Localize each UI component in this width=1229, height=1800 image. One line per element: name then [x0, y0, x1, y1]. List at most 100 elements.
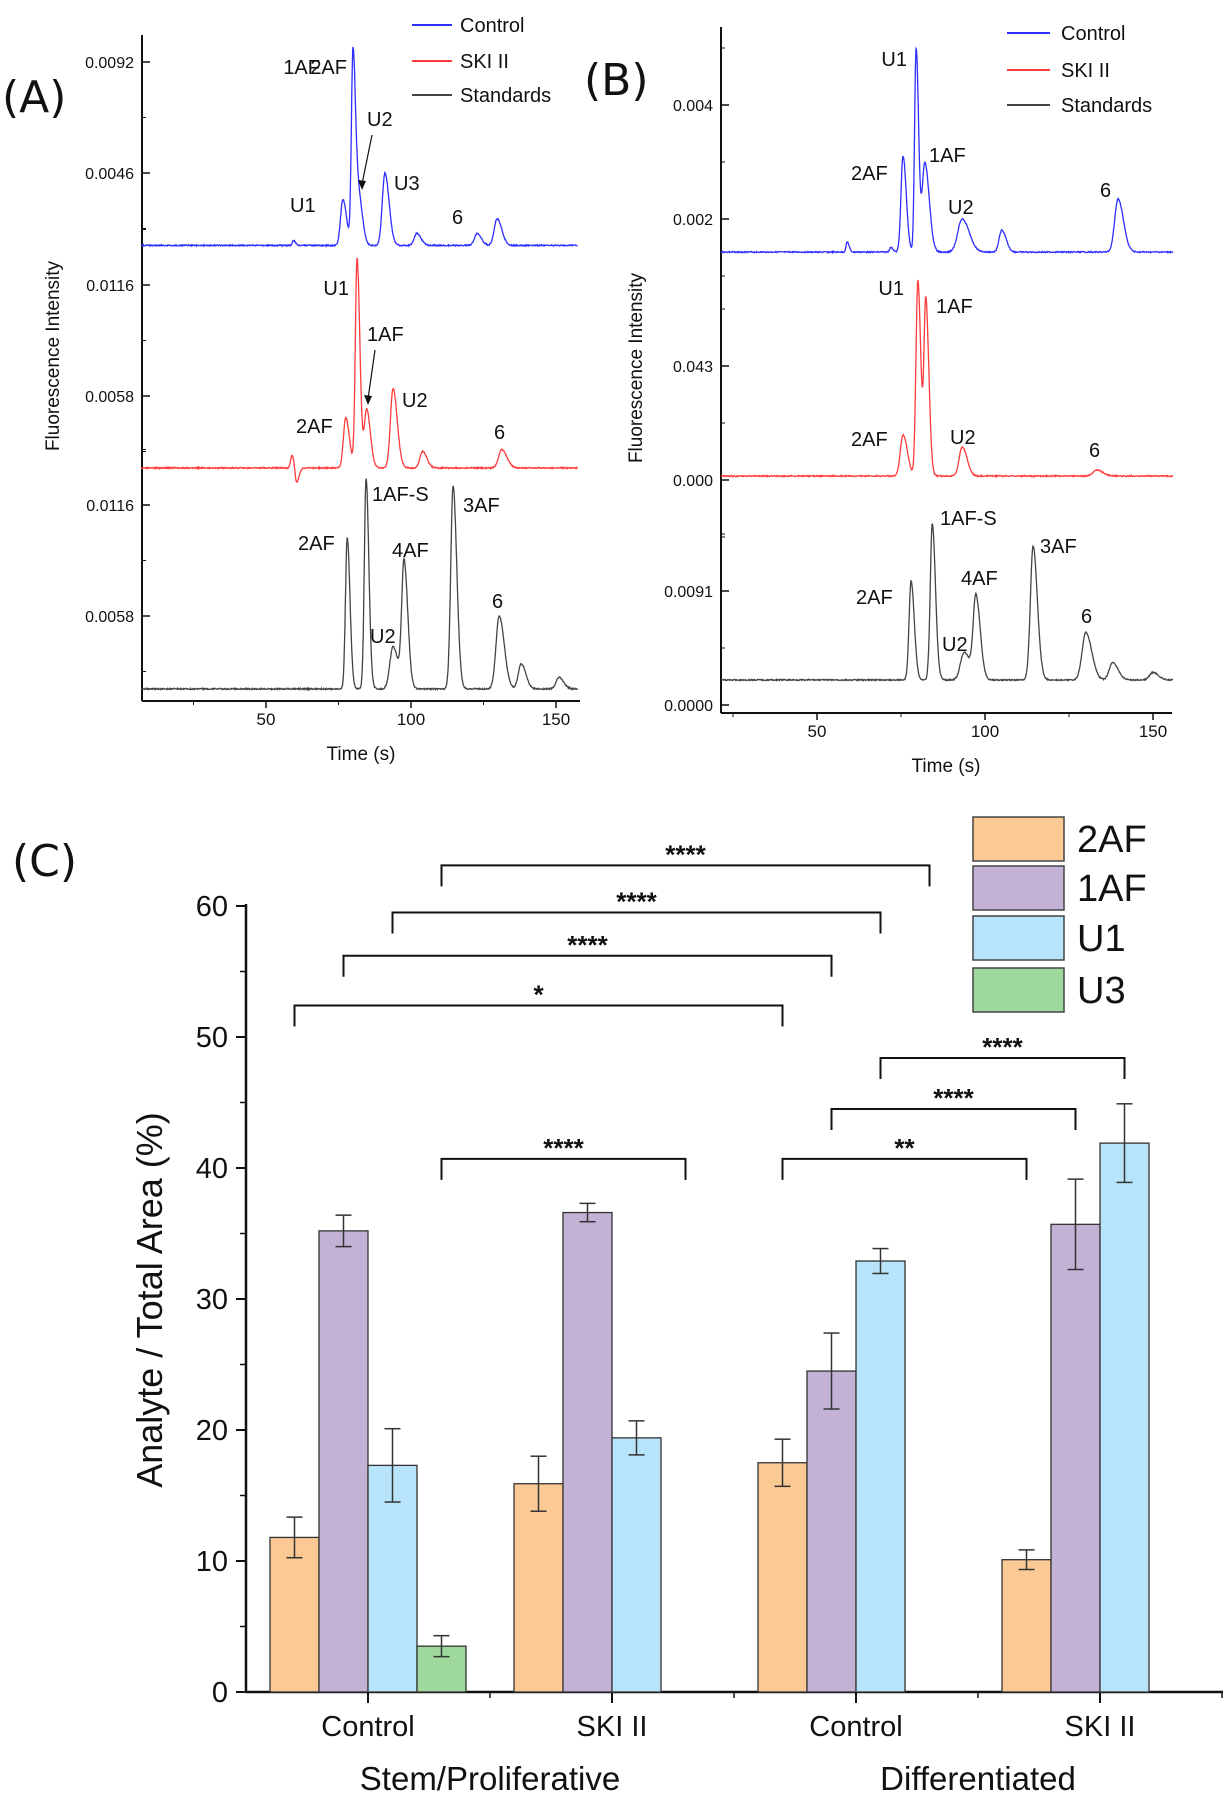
peak-label: 1AF-S — [372, 484, 429, 506]
peak-label: U2 — [950, 427, 976, 449]
legend-label: 1AF — [1077, 868, 1147, 910]
legend-label: Standards — [1061, 95, 1152, 117]
y-tick-label: 0.0046 — [85, 166, 134, 183]
x-tick-label: 100 — [397, 710, 425, 729]
significance-bracket — [293, 1004, 784, 1027]
y-tick-label: 20 — [196, 1415, 228, 1447]
y-axis-title: Fluorescence Intensity — [43, 260, 64, 451]
arrow-head-icon — [364, 395, 372, 405]
panel-label: (A) — [2, 72, 66, 123]
category-label: SKI II — [577, 1711, 648, 1743]
legend-label: SKI II — [1061, 60, 1110, 82]
peak-label: U2 — [948, 197, 974, 219]
trace-standards — [720, 523, 1173, 683]
y-tick-label: 0.0116 — [86, 498, 134, 515]
peak-label: U2 — [370, 626, 396, 648]
significance-bracket — [391, 911, 882, 934]
arrow-line — [361, 134, 373, 185]
peak-label: U2 — [942, 634, 968, 656]
chromatogram-panel-b: (B) 50 100 150 Time (s) Fluorescence Intensit… — [584, 23, 1174, 777]
bar-1af — [1050, 1223, 1101, 1693]
bar-u1 — [1099, 1142, 1150, 1693]
y-tick-label: 50 — [196, 1022, 228, 1054]
bar-1af — [806, 1370, 857, 1693]
bar-2af — [269, 1536, 320, 1693]
peak-label: 2AF — [298, 533, 335, 555]
peak-label: U1 — [881, 49, 907, 71]
peak-label: 2AF — [851, 429, 888, 451]
trace-standards — [140, 478, 579, 692]
y-tick-label: 10 — [196, 1546, 228, 1578]
legend-swatch — [972, 865, 1065, 911]
x-tick-label: 150 — [1139, 722, 1167, 741]
y-axis-title: Analyte / Total Area (%) — [129, 1112, 170, 1488]
y-tick-label: 60 — [196, 891, 228, 923]
chromatogram-panel-a: (A) 50 100 150 Time (s) Fluorescence Intensit… — [2, 15, 580, 765]
peak-label: 6 — [492, 591, 503, 613]
significance-bracket — [830, 1108, 1077, 1131]
category-label: Control — [809, 1711, 903, 1743]
x-axis-title: Time (s) — [327, 744, 396, 765]
peak-label: 2AF — [296, 416, 333, 438]
y-axis-title: Fluorescence Intensity — [626, 272, 647, 463]
peak-label: 6 — [494, 422, 505, 444]
peak-label: 6 — [1089, 440, 1100, 462]
peak-label: 1AF — [283, 57, 320, 79]
arrow-head-icon — [358, 180, 366, 190]
significance-bracket — [440, 1157, 687, 1180]
peak-label: 4AF — [392, 540, 429, 562]
y-tick-label: 0.0000 — [664, 698, 713, 715]
significance-bracket — [440, 864, 931, 887]
y-tick-label: 30 — [196, 1284, 228, 1316]
y-tick-label: 0.0092 — [85, 55, 134, 72]
trace-control — [720, 46, 1174, 255]
peak-label: 4AF — [961, 568, 998, 590]
peak-label: 3AF — [463, 495, 500, 517]
legend-swatch — [972, 816, 1065, 862]
x-tick-label: 150 — [542, 710, 570, 729]
significance-bracket — [781, 1157, 1028, 1180]
y-tick-label: 0 — [212, 1677, 228, 1709]
bar-1af — [562, 1211, 613, 1693]
peak-label: 1AF — [929, 145, 966, 167]
significance-label: **** — [933, 1083, 974, 1113]
legend-swatch — [972, 915, 1065, 961]
significance-bracket — [879, 1056, 1126, 1079]
peak-label: 3AF — [1040, 536, 1077, 558]
y-tick-label: 0.0116 — [86, 278, 134, 295]
trace-control — [140, 46, 578, 248]
panel-label: (B) — [584, 55, 649, 106]
x-tick-label: 50 — [257, 710, 276, 729]
significance-label: ** — [894, 1133, 915, 1163]
legend-label: Control — [460, 15, 524, 37]
y-tick-label: 0.002 — [673, 212, 713, 229]
y-tick-label: 0.000 — [673, 473, 713, 490]
legend-label: 2AF — [1077, 819, 1147, 861]
bar-2af — [1001, 1559, 1052, 1693]
legend-swatch — [972, 967, 1065, 1013]
y-tick-label: 0.004 — [673, 98, 713, 115]
y-tick-label: 0.0058 — [85, 389, 134, 406]
y-tick-label: 0.0091 — [664, 584, 713, 601]
bar-u1 — [855, 1260, 906, 1693]
x-axis-title: Time (s) — [912, 756, 981, 777]
group-label: Stem/Proliferative — [360, 1760, 620, 1797]
trace-ski-ii — [140, 257, 579, 484]
category-label: SKI II — [1065, 1711, 1136, 1743]
peak-label: U1 — [878, 278, 904, 300]
peak-label: U1 — [323, 278, 349, 300]
y-tick-label: 0.043 — [673, 359, 713, 376]
significance-label: * — [533, 980, 544, 1010]
bar-2af — [513, 1483, 564, 1693]
legend-label: U3 — [1077, 970, 1126, 1012]
peak-label: 2AF — [310, 57, 347, 79]
peak-label: 6 — [452, 207, 463, 229]
peak-label: U1 — [290, 195, 316, 217]
significance-bracket — [342, 954, 833, 977]
bar-1af — [318, 1230, 369, 1693]
bar-2af — [757, 1462, 808, 1693]
significance-label: **** — [665, 839, 706, 869]
legend-label: U1 — [1077, 918, 1126, 960]
arrow-line — [367, 349, 376, 400]
